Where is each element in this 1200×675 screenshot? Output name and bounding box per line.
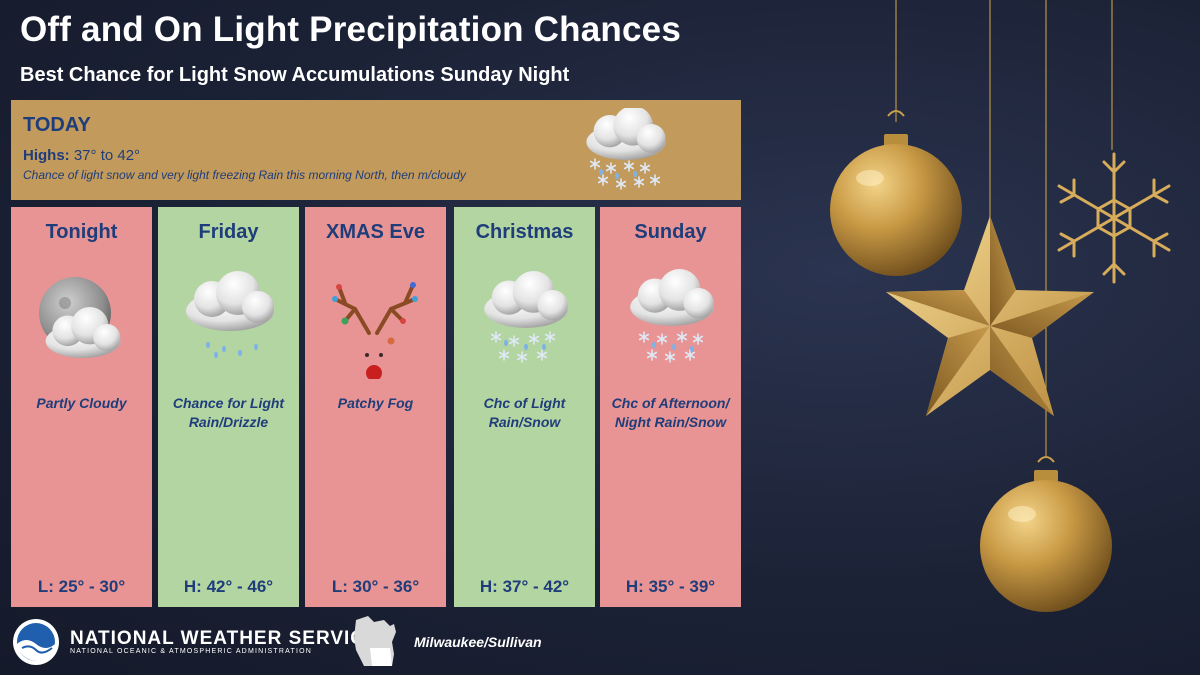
- forecast-description: Chc of Afternoon/ Night Rain/Snow: [611, 395, 730, 430]
- gold-snowflake-icon: [1057, 152, 1171, 284]
- reindeer-icon: [332, 282, 418, 379]
- cloud-drizzle-icon: [186, 271, 274, 359]
- gold-star-icon: [886, 216, 1094, 416]
- agency-name: NATIONAL WEATHER SERVICE: [70, 628, 379, 649]
- forecast-temp: H: 37° - 42°: [479, 577, 570, 596]
- forecast-title: Sunday: [634, 221, 707, 243]
- footer: NATIONAL WEATHER SERVICE NATIONAL OCEANI…: [0, 612, 760, 672]
- gold-bauble-top-icon: [830, 110, 962, 276]
- forecast-temp: L: 30° - 36°: [331, 577, 420, 596]
- forecast-temp: H: 42° - 46°: [183, 577, 274, 596]
- christmas-ornaments: [830, 0, 1171, 612]
- cloud-snow-icon: [586, 108, 666, 190]
- forecast-title: XMAS Eve: [326, 221, 425, 243]
- cloud-rain-snow-icon: [630, 269, 714, 363]
- forecast-description: Partly Cloudy: [36, 395, 127, 411]
- forecast-card-sunday: Sunday Chc of Afternoon/ Night Rain/Snow…: [600, 207, 741, 607]
- forecast-title: Tonight: [45, 221, 118, 243]
- forecast-card-xmas-eve: XMAS Eve Patchy Fog L: 30° - 36°: [305, 207, 446, 607]
- forecast-card-tonight: Tonight Partly Cloudy L: 25° - 30°: [11, 207, 152, 607]
- today-description: Chance of light snow and very light free…: [23, 168, 466, 182]
- forecast-card-christmas: Christmas Chc of Light Rain/Snow H: 37° …: [454, 207, 595, 607]
- agency-subtitle: NATIONAL OCEANIC & ATMOSPHERIC ADMINISTR…: [70, 648, 312, 655]
- cloud-rain-snow-icon: [484, 271, 568, 363]
- forecast-title: Christmas: [475, 221, 574, 243]
- today-panel: TODAY Highs: 37° to 42° Chance of light …: [11, 100, 741, 200]
- page-subtitle: Best Chance for Light Snow Accumulations…: [20, 64, 570, 86]
- today-title: TODAY: [23, 114, 91, 136]
- forecast-temp: L: 25° - 30°: [37, 577, 126, 596]
- forecast-description: Chc of Light Rain/Snow: [483, 395, 566, 430]
- forecast-description: Patchy Fog: [337, 395, 414, 411]
- today-highs-label: Highs:: [23, 147, 70, 164]
- forecast-description: Chance for Light Rain/Drizzle: [172, 395, 285, 430]
- office-name: Milwaukee/Sullivan: [414, 634, 542, 650]
- forecast-temp: H: 35° - 39°: [625, 577, 716, 596]
- forecast-title: Friday: [198, 221, 259, 243]
- ornament-strings: [895, 0, 1113, 456]
- forecast-card-friday: Friday Chance for Light Rain/Drizzle H: …: [158, 207, 299, 607]
- today-highs-value: 37° to 42°: [73, 147, 141, 164]
- today-highs: Highs: 37° to 42°: [23, 147, 729, 164]
- moon-cloud-icon: [39, 277, 121, 358]
- gold-bauble-bottom-icon: [980, 456, 1112, 612]
- noaa-logo-icon: [13, 619, 59, 665]
- page-title: Off and On Light Precipitation Chances: [20, 10, 681, 49]
- wisconsin-map-icon: [354, 616, 396, 666]
